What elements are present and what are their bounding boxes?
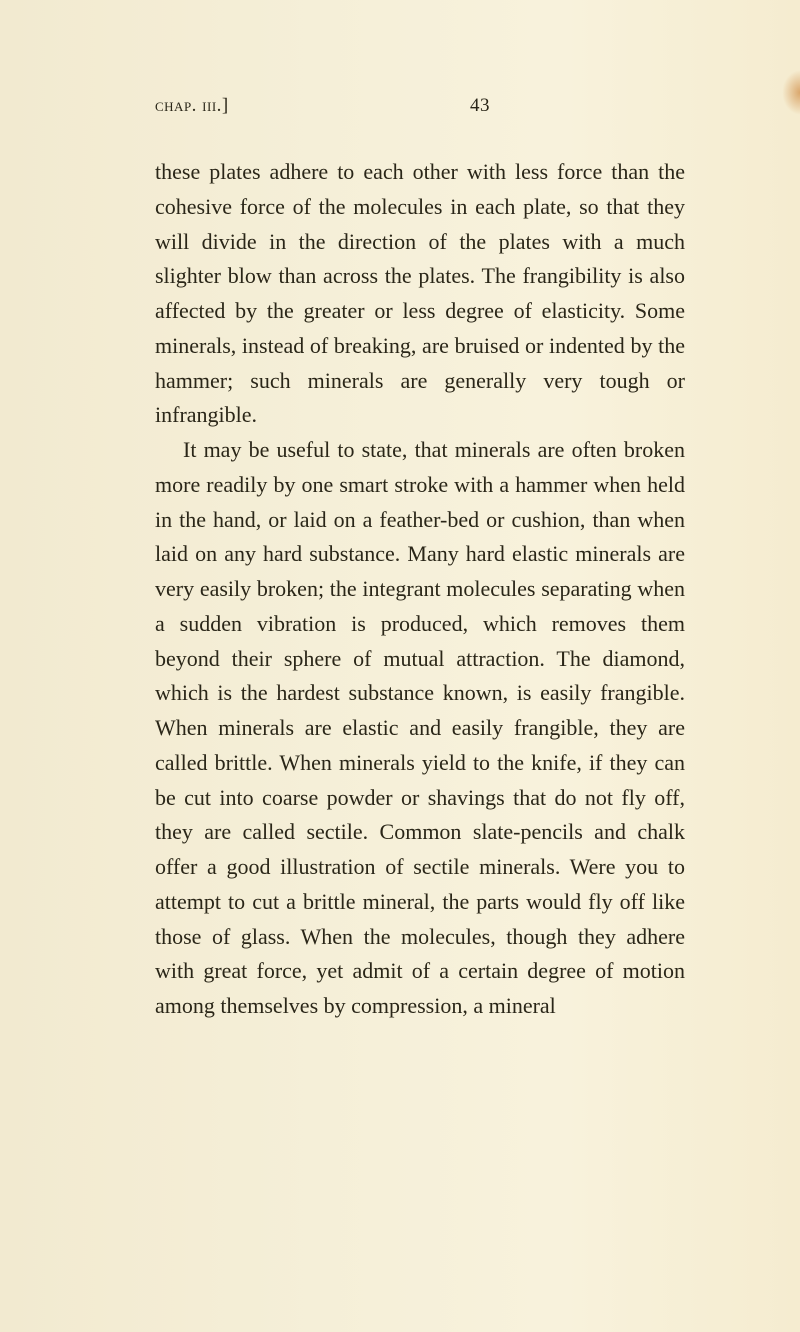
page-header: chap. iii.] 43: [155, 95, 685, 117]
page-stain: [782, 70, 800, 115]
page-content: chap. iii.] 43 these plates adhere to ea…: [0, 0, 800, 1084]
paragraph-2: It may be useful to state, that minerals…: [155, 433, 685, 1024]
page-number: 43: [470, 95, 685, 117]
chapter-label: chap. iii.]: [155, 95, 229, 117]
paragraph-1: these plates adhere to each other with l…: [155, 155, 685, 433]
body-text: these plates adhere to each other with l…: [155, 155, 685, 1024]
